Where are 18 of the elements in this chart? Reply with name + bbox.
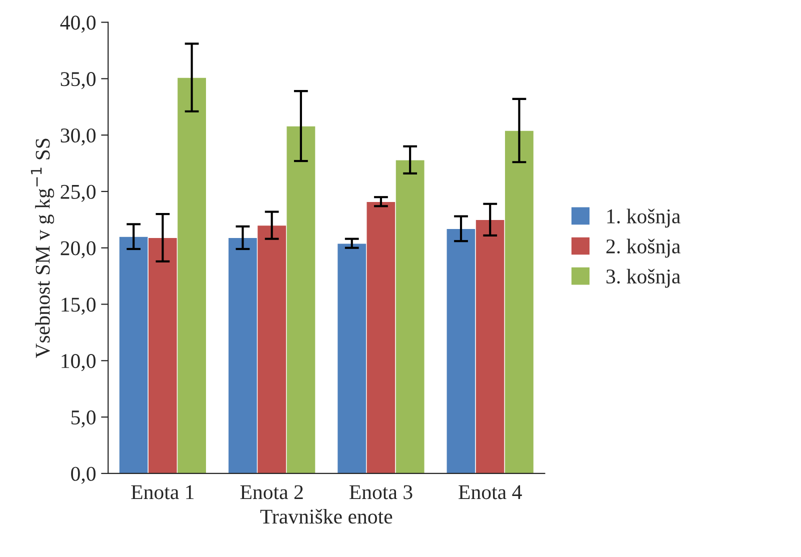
y-axis-title: Vsebnost SM v g kg$^{−1}$ SS xyxy=(30,138,54,358)
x-axis-title: Travniške enote xyxy=(260,508,392,524)
legend-label: 2. košnja xyxy=(606,238,680,258)
y-tick-label: 5,0 xyxy=(72,410,96,428)
x-tick-label: Enota 4 xyxy=(458,485,522,500)
y-tick-label: 30,0 xyxy=(60,128,96,146)
y-tick-label: 0,0 xyxy=(71,466,96,484)
y-tick-label: 25,0 xyxy=(60,184,96,202)
y-tick-label: 40,0 xyxy=(60,16,96,33)
y-tick-label: 35,0 xyxy=(60,72,96,90)
legend-label: 3. košnja xyxy=(606,268,680,288)
x-tick-label: Enota 3 xyxy=(349,485,412,500)
y-tick-label: 10,0 xyxy=(62,354,96,372)
y-tick-label: 20,0 xyxy=(60,241,96,258)
x-tick-label: Enota 2 xyxy=(240,485,303,500)
legend-label: 1. košnja xyxy=(607,208,680,228)
x-tick-label: Enota 1 xyxy=(131,485,194,500)
y-tick-label: 15,0 xyxy=(62,298,96,315)
